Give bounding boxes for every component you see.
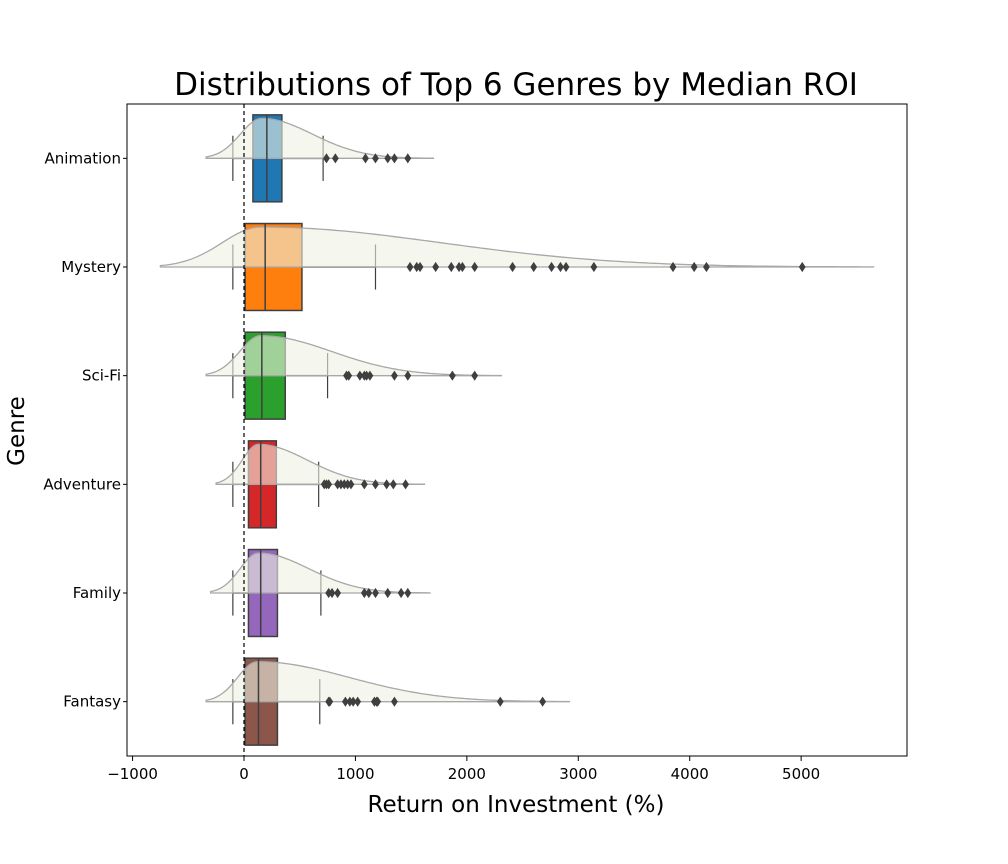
outlier-adventure-11 — [389, 479, 397, 490]
outlier-sci-fi-5 — [366, 370, 374, 381]
y-tick-label-fantasy: Fantasy — [63, 693, 121, 711]
y-axis-label: Genre — [4, 396, 30, 466]
outlier-animation-4 — [384, 153, 392, 164]
outlier-sci-fi-8 — [448, 370, 456, 381]
outlier-sci-fi-6 — [391, 370, 398, 381]
outlier-fantasy-10 — [496, 696, 504, 707]
outlier-fantasy-11 — [539, 696, 547, 707]
outlier-adventure-10 — [383, 479, 391, 490]
density-sci-fi — [205, 335, 503, 377]
outlier-family-1 — [328, 587, 336, 599]
density-animation — [205, 117, 435, 159]
y-tick-label-sci-fi: Sci-Fi — [82, 367, 121, 385]
y-tick-label-family: Family — [73, 584, 121, 602]
outlier-mystery-7 — [471, 261, 479, 273]
outlier-fantasy-9 — [391, 696, 398, 707]
plot-area: Animation Mystery Sci-Fi Adventure Family Fan… — [43, 103, 908, 783]
outlier-animation-5 — [391, 153, 398, 164]
outlier-animation-0 — [323, 153, 330, 164]
outlier-mystery-3 — [432, 261, 440, 273]
outlier-mystery-15 — [690, 261, 698, 273]
outlier-family-8 — [404, 587, 412, 599]
x-axis-label: Return on Investment (%) — [368, 792, 665, 818]
outlier-family-5 — [372, 587, 379, 599]
y-tick-label-adventure: Adventure — [43, 475, 121, 493]
outlier-mystery-0 — [406, 261, 414, 273]
density-mystery — [159, 226, 875, 268]
outlier-animation-3 — [372, 153, 379, 164]
outlier-mystery-4 — [447, 261, 455, 273]
outlier-mystery-14 — [669, 261, 677, 273]
outlier-sci-fi-7 — [404, 370, 412, 381]
outlier-mystery-9 — [530, 261, 538, 273]
outlier-mystery-10 — [548, 261, 555, 273]
outlier-family-4 — [365, 587, 373, 599]
outlier-mystery-2 — [416, 261, 424, 273]
outlier-mystery-13 — [590, 261, 598, 273]
outlier-mystery-16 — [703, 261, 710, 273]
outlier-mystery-11 — [557, 261, 564, 273]
outlier-fantasy-1 — [326, 696, 334, 707]
y-tick-label-mystery: Mystery — [61, 258, 121, 276]
density-fantasy — [205, 661, 571, 703]
outlier-adventure-8 — [360, 479, 368, 490]
x-tick-label-2000: 2000 — [448, 765, 486, 783]
outlier-family-7 — [397, 587, 405, 599]
x-tick-label--1000: −1000 — [107, 765, 158, 783]
outlier-animation-1 — [331, 153, 339, 164]
outlier-adventure-9 — [372, 479, 379, 490]
outlier-adventure-2 — [325, 479, 333, 490]
x-tick-label-4000: 4000 — [671, 765, 709, 783]
x-tick-label-0: 0 — [239, 765, 249, 783]
chart-title: Distributions of Top 6 Genres by Median … — [174, 67, 858, 103]
x-tick-label-3000: 3000 — [559, 765, 597, 783]
outlier-fantasy-4 — [349, 696, 357, 707]
outlier-mystery-12 — [562, 261, 570, 273]
density-adventure — [215, 443, 426, 485]
outlier-family-3 — [360, 587, 368, 599]
outlier-mystery-17 — [798, 261, 806, 273]
outlier-mystery-6 — [459, 261, 466, 273]
outlier-family-2 — [334, 587, 341, 599]
outlier-animation-2 — [362, 153, 369, 164]
outlier-sci-fi-2 — [356, 370, 364, 381]
outlier-animation-6 — [404, 153, 412, 164]
y-tick-label-animation: Animation — [45, 149, 121, 167]
x-tick-label-5000: 5000 — [782, 765, 820, 783]
x-tick-label-1000: 1000 — [336, 765, 374, 783]
density-family — [209, 552, 431, 594]
outlier-fantasy-2 — [342, 696, 349, 707]
outlier-sci-fi-9 — [471, 370, 479, 381]
outlier-family-6 — [384, 587, 392, 599]
outlier-mystery-8 — [509, 261, 516, 273]
outlier-fantasy-8 — [374, 696, 382, 707]
outlier-adventure-12 — [402, 479, 409, 490]
outlier-sci-fi-1 — [345, 370, 353, 381]
outlier-adventure-7 — [347, 479, 355, 490]
outlier-fantasy-5 — [354, 696, 362, 707]
plot-frame — [126, 103, 908, 757]
